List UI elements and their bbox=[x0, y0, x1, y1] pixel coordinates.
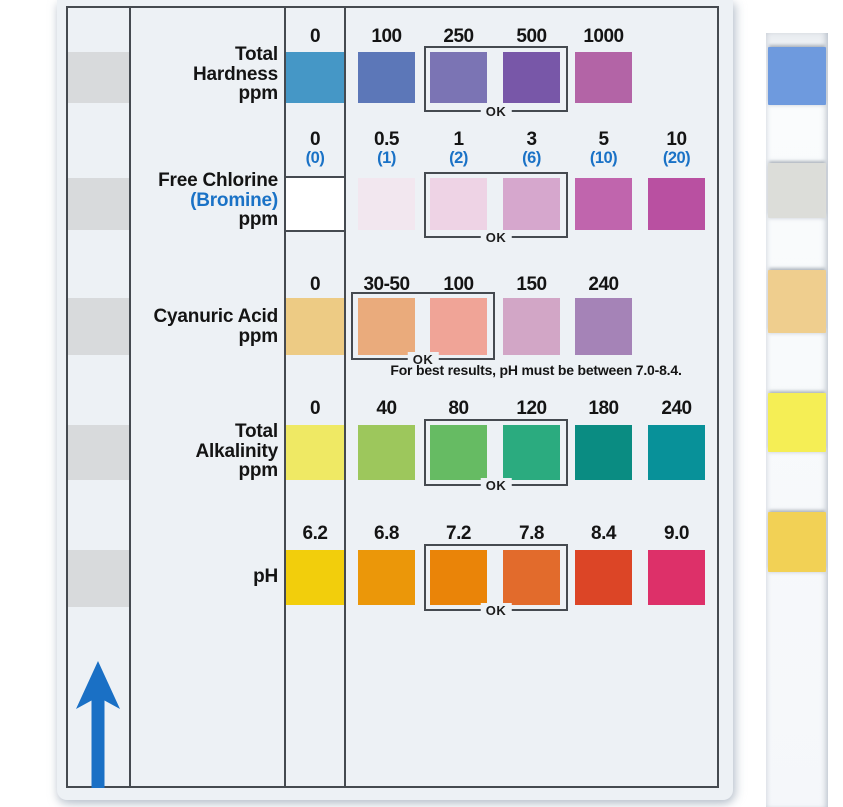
value-label: 7.8 bbox=[519, 523, 544, 544]
ok-label: OK bbox=[480, 230, 512, 245]
value-label: 6.2 bbox=[302, 523, 328, 544]
value-label: 0 bbox=[309, 129, 321, 150]
value-label: 120 bbox=[516, 398, 547, 419]
value-label: 40 bbox=[376, 398, 397, 419]
test-strip bbox=[766, 33, 828, 807]
value-label: 10 bbox=[666, 129, 687, 150]
swatch-ph-6.2 bbox=[286, 550, 344, 605]
swatch-hardness-100 bbox=[358, 52, 415, 103]
bromine-value-label: (10) bbox=[589, 149, 618, 167]
bromine-value-label: (20) bbox=[662, 149, 691, 167]
value-label: 0.5 bbox=[374, 129, 399, 150]
row-label-total-alkalinity: Total Alkalinity ppm bbox=[195, 421, 279, 481]
value-label: 8.4 bbox=[591, 523, 616, 544]
swatch-chlorine-1 bbox=[430, 178, 487, 230]
strip-alignment-pad bbox=[68, 425, 129, 480]
ok-label: OK bbox=[480, 478, 512, 493]
up-arrow-icon bbox=[75, 661, 121, 788]
column-divider bbox=[284, 6, 286, 788]
swatch-hardness-500 bbox=[503, 52, 560, 103]
swatch-hardness-0 bbox=[286, 52, 344, 103]
swatch-ph-8.4 bbox=[575, 550, 632, 605]
value-label: 0 bbox=[309, 274, 321, 295]
ok-label: OK bbox=[480, 104, 512, 119]
swatch-alkalinity-240 bbox=[648, 425, 705, 480]
row-label-cyanuric-acid: Cyanuric Acid ppm bbox=[153, 306, 279, 347]
bromine-value-label: (6) bbox=[522, 149, 541, 167]
swatch-chlorine-10 bbox=[648, 178, 705, 230]
strip-pad-total-hardness bbox=[768, 47, 826, 105]
value-label: 3 bbox=[526, 129, 537, 150]
value-label: 0 bbox=[309, 26, 321, 47]
swatch-cyanuric-150 bbox=[503, 298, 560, 355]
swatch-alkalinity-80 bbox=[430, 425, 487, 480]
swatch-ph-6.8 bbox=[358, 550, 415, 605]
value-label: 6.8 bbox=[374, 523, 399, 544]
swatch-cyanuric-240 bbox=[575, 298, 632, 355]
swatch-cyanuric-0 bbox=[286, 298, 344, 355]
swatch-hardness-1000 bbox=[575, 52, 632, 103]
value-label: 240 bbox=[588, 274, 619, 295]
bromine-value-label: (0) bbox=[305, 149, 325, 167]
row-label-total-hardness: Total Hardness ppm bbox=[193, 44, 278, 104]
swatch-alkalinity-120 bbox=[503, 425, 560, 480]
value-label: 7.2 bbox=[446, 523, 471, 544]
swatch-hardness-250 bbox=[430, 52, 487, 103]
strip-pad-cyanuric-acid bbox=[768, 270, 826, 333]
ok-range-box: OK bbox=[424, 419, 568, 493]
value-label: 5 bbox=[598, 129, 609, 150]
column-divider bbox=[344, 6, 346, 788]
swatch-cyanuric-30-50 bbox=[358, 298, 415, 355]
value-label: 0 bbox=[309, 398, 321, 419]
value-label: 500 bbox=[516, 26, 547, 47]
strip-pad-total-alkalinity bbox=[768, 393, 826, 452]
swatch-chlorine-0.5 bbox=[358, 178, 415, 230]
swatch-alkalinity-40 bbox=[358, 425, 415, 480]
bromine-value-label: (2) bbox=[449, 149, 468, 167]
value-label: 9.0 bbox=[664, 523, 689, 544]
swatch-chlorine-5 bbox=[575, 178, 632, 230]
chart-frame bbox=[66, 6, 719, 788]
ok-label: OK bbox=[480, 603, 512, 618]
value-label: 100 bbox=[371, 26, 402, 47]
swatch-ph-7.8 bbox=[503, 550, 560, 605]
value-label: 1000 bbox=[583, 26, 624, 47]
value-label: 100 bbox=[443, 274, 474, 295]
ok-range-box: OK bbox=[424, 172, 568, 245]
swatch-chlorine-0 bbox=[286, 176, 344, 232]
value-label: 30-50 bbox=[363, 274, 410, 295]
column-divider bbox=[129, 6, 131, 788]
chart-card bbox=[57, 0, 733, 800]
swatch-ph-9.0 bbox=[648, 550, 705, 605]
ph-note: For best results, pH must be between 7.0… bbox=[390, 362, 682, 378]
swatch-alkalinity-180 bbox=[575, 425, 632, 480]
swatch-ph-7.2 bbox=[430, 550, 487, 605]
strip-alignment-pad bbox=[68, 52, 129, 103]
strip-pad-ph bbox=[768, 512, 826, 572]
strip-alignment-pad bbox=[68, 178, 129, 230]
bromine-value-label: (1) bbox=[377, 149, 396, 167]
swatch-chlorine-3 bbox=[503, 178, 560, 230]
row-label-ph: pH bbox=[253, 566, 278, 587]
value-label: 80 bbox=[448, 398, 469, 419]
ok-range-box: OK bbox=[424, 46, 568, 119]
ok-range-box: OK bbox=[424, 544, 568, 618]
swatch-alkalinity-0 bbox=[286, 425, 344, 480]
row-label-free-chlorine: Free Chlorine (Bromine) ppm bbox=[158, 170, 278, 230]
value-label: 250 bbox=[443, 26, 474, 47]
strip-pad-free-chlorine bbox=[768, 163, 826, 218]
ok-range-box: OK bbox=[351, 292, 495, 367]
value-label: 1 bbox=[453, 129, 464, 150]
value-label: 150 bbox=[516, 274, 547, 295]
swatch-cyanuric-100 bbox=[430, 298, 487, 355]
value-label: 180 bbox=[588, 398, 619, 419]
value-label: 240 bbox=[661, 398, 692, 419]
ok-label: OK bbox=[407, 352, 439, 367]
strip-alignment-pad bbox=[68, 298, 129, 355]
strip-alignment-pad bbox=[68, 550, 129, 607]
